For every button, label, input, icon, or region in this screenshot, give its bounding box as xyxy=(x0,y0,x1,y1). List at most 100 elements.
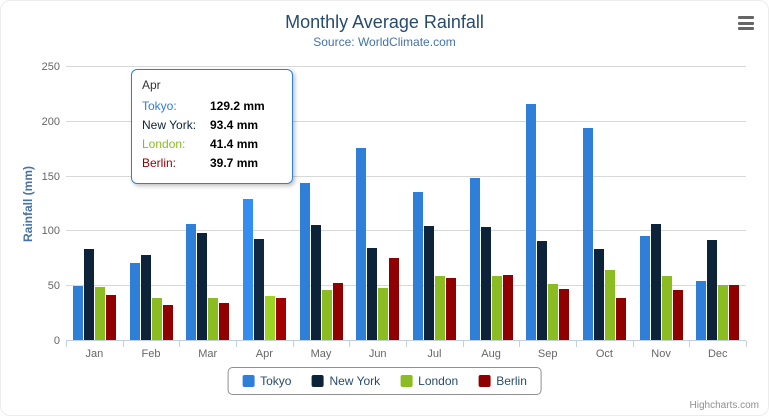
bar-tokyo-apr[interactable] xyxy=(242,199,253,341)
bar-tokyo-aug[interactable] xyxy=(469,178,480,341)
tooltip-series-value: 41.4 mm xyxy=(210,137,259,151)
bar-group-sep xyxy=(519,67,576,341)
bar-london-mar[interactable] xyxy=(208,297,219,341)
legend-label: Tokyo xyxy=(260,374,292,388)
legend-item-berlin[interactable]: Berlin xyxy=(478,374,527,388)
bar-berlin-feb[interactable] xyxy=(162,304,173,341)
tooltip-series-value: 93.4 mm xyxy=(210,118,259,132)
legend-item-new-york[interactable]: New York xyxy=(311,374,380,388)
tooltip-row-new-york: New York: 93.4 mm xyxy=(142,118,282,133)
bar-london-sep[interactable] xyxy=(548,283,559,341)
bar-group-feb xyxy=(123,67,180,341)
bar-berlin-nov[interactable] xyxy=(672,289,683,341)
y-axis-tick-label: 100 xyxy=(41,225,60,238)
hamburger-menu-icon xyxy=(738,21,754,25)
bar-tokyo-jan[interactable] xyxy=(72,286,83,341)
x-axis-tick xyxy=(236,341,237,347)
bar-berlin-oct[interactable] xyxy=(615,298,626,341)
bar-group-nov xyxy=(633,67,690,341)
bar-new-york-jul[interactable] xyxy=(423,225,434,341)
bar-london-feb[interactable] xyxy=(151,298,162,341)
bar-london-may[interactable] xyxy=(321,289,332,341)
plot-area: 0 50 100 150 200 250 xyxy=(42,61,747,347)
bar-london-aug[interactable] xyxy=(491,275,502,341)
bar-berlin-aug[interactable] xyxy=(502,274,513,341)
x-axis-tick xyxy=(349,341,351,347)
legend-symbol-icon xyxy=(242,375,255,387)
x-axis-tick xyxy=(519,341,521,347)
bar-london-jun[interactable] xyxy=(378,288,389,341)
bar-tokyo-mar[interactable] xyxy=(186,224,197,341)
bar-new-york-may[interactable] xyxy=(310,224,321,341)
bar-berlin-jul[interactable] xyxy=(445,278,456,341)
gridline xyxy=(66,230,746,232)
bar-new-york-sep[interactable] xyxy=(537,241,548,341)
y-axis-tick-label: 50 xyxy=(47,280,60,293)
bar-group-jan xyxy=(66,67,123,341)
bar-berlin-sep[interactable] xyxy=(559,288,570,341)
bar-tokyo-oct[interactable] xyxy=(582,128,593,341)
bar-london-jan[interactable] xyxy=(94,287,105,341)
bar-new-york-jun[interactable] xyxy=(367,248,378,341)
chart-subtitle: Source: WorldClimate.com xyxy=(313,35,456,49)
tooltip-header: Apr xyxy=(142,78,161,92)
bar-new-york-dec[interactable] xyxy=(707,239,718,341)
bar-group-may xyxy=(293,67,350,341)
legend-item-tokyo[interactable]: Tokyo xyxy=(242,374,291,388)
x-axis-line xyxy=(66,340,746,341)
bar-berlin-dec[interactable] xyxy=(729,285,740,341)
tooltip-rows: Tokyo: 129.2 mm New York: 93.4 mm London: 41.… xyxy=(142,99,282,171)
bar-tokyo-feb[interactable] xyxy=(129,262,140,341)
credits-link[interactable]: Highcharts.com xyxy=(689,400,759,411)
bar-new-york-nov[interactable] xyxy=(650,224,661,341)
tooltip-row-london: London: 41.4 mm xyxy=(142,137,282,152)
bar-new-york-mar[interactable] xyxy=(197,233,208,341)
bar-group-mar xyxy=(179,67,236,341)
bar-new-york-feb[interactable] xyxy=(140,254,151,341)
bar-tokyo-nov[interactable] xyxy=(639,236,650,341)
x-axis-label-sep: Sep xyxy=(537,348,558,360)
x-axis-label-nov: Nov xyxy=(651,348,671,360)
bar-tokyo-sep[interactable] xyxy=(526,103,537,341)
bar-london-nov[interactable] xyxy=(661,276,672,341)
bar-group-oct xyxy=(576,67,633,341)
x-axis-tick xyxy=(462,341,464,347)
bar-new-york-oct[interactable] xyxy=(593,249,604,341)
bar-tokyo-jun[interactable] xyxy=(356,148,367,341)
bar-new-york-apr[interactable] xyxy=(253,238,264,341)
tooltip-row-tokyo: Tokyo: 129.2 mm xyxy=(142,99,282,114)
bar-groups xyxy=(66,67,746,341)
tooltip-row-berlin: Berlin: 39.7 mm xyxy=(142,156,282,171)
bar-london-jul[interactable] xyxy=(434,276,445,341)
gridline xyxy=(66,120,746,122)
legend: Tokyo New York London Berlin xyxy=(227,367,542,395)
x-axis-label-mar: Mar xyxy=(198,348,218,360)
export-menu-button[interactable] xyxy=(736,15,756,31)
x-axis-label-jan: Jan xyxy=(85,348,104,360)
bar-berlin-jan[interactable] xyxy=(105,294,116,341)
tooltip-series-name: New York: xyxy=(142,118,197,132)
x-axis-tick xyxy=(632,341,634,347)
bar-tokyo-may[interactable] xyxy=(299,183,310,341)
legend-symbol-icon xyxy=(311,375,324,387)
bar-new-york-jan[interactable] xyxy=(83,249,94,341)
bar-london-apr[interactable] xyxy=(264,295,275,341)
x-axis-tick xyxy=(406,341,407,347)
bar-london-oct[interactable] xyxy=(604,269,615,341)
x-axis-tick xyxy=(179,341,181,347)
y-axis-tick-label: 200 xyxy=(41,115,60,128)
hamburger-menu-icon xyxy=(738,27,754,30)
bar-berlin-mar[interactable] xyxy=(219,303,230,341)
bar-london-dec[interactable] xyxy=(718,284,729,341)
bar-tokyo-jul[interactable] xyxy=(412,192,423,341)
bar-berlin-may[interactable] xyxy=(332,283,343,341)
legend-item-london[interactable]: London xyxy=(400,374,458,388)
legend-label: New York xyxy=(329,374,381,388)
bar-berlin-jun[interactable] xyxy=(389,258,400,341)
bar-tokyo-dec[interactable] xyxy=(696,281,707,341)
legend-symbol-icon xyxy=(400,375,413,387)
bar-new-york-aug[interactable] xyxy=(480,226,491,341)
bar-berlin-apr[interactable] xyxy=(275,297,286,341)
x-axis-label-feb: Feb xyxy=(141,348,161,360)
